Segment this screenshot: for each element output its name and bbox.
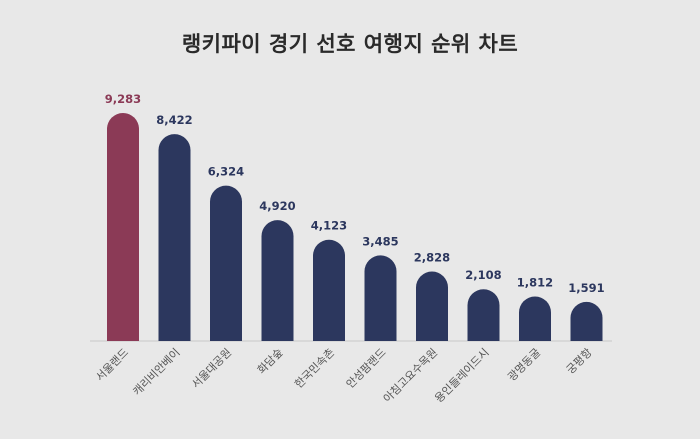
category-label-7: 아침고요수목원 <box>381 346 440 405</box>
value-labels-group: 9,283 8,422 6,324 4,920 4,123 3,485 2,828 2,108… <box>105 92 605 295</box>
bars-group <box>107 113 603 341</box>
bar-8 <box>467 289 500 341</box>
bar-6 <box>364 255 397 341</box>
value-label-3: 6,324 <box>208 165 244 179</box>
category-label-3: 서울대공원 <box>189 346 234 391</box>
category-label-5: 한국민속촌 <box>292 346 337 391</box>
value-label-8: 2,108 <box>465 268 501 282</box>
value-label-4: 4,920 <box>259 199 295 213</box>
category-labels-group: 서울랜드 캐리비안베이 서울대공원 화담숲 한국민속촌 안성팜랜드아침고요수목원용인들레이… <box>93 346 594 405</box>
value-label-9: 1,812 <box>517 275 553 289</box>
bar-10 <box>570 301 603 341</box>
value-label-1: 9,283 <box>105 92 141 106</box>
bar-3 <box>210 185 242 341</box>
bar-7 <box>416 271 448 341</box>
category-label-1: 서울랜드 <box>93 346 131 384</box>
value-label-6: 3,485 <box>362 234 398 248</box>
category-label-6: 안성팜랜드 <box>344 346 389 391</box>
bar-2 <box>158 134 191 341</box>
value-label-7: 2,828 <box>414 251 450 265</box>
bar-1 <box>107 113 139 341</box>
value-label-5: 4,123 <box>311 219 347 233</box>
chart-title: 랭키파이 경기 선호 여행지 순위 차트 <box>181 32 519 56</box>
category-label-2: 캐리비안베이 <box>130 346 182 398</box>
bar-9 <box>519 296 551 341</box>
category-label-10: 궁평항 <box>564 346 595 377</box>
category-label-8: 용인들레이드시 <box>432 346 491 405</box>
category-label-9: 광명동굴 <box>505 346 543 384</box>
bar-4 <box>261 220 294 341</box>
value-label-10: 1,591 <box>568 281 604 295</box>
bar-5 <box>313 239 345 341</box>
category-label-4: 화담숲 <box>255 346 286 377</box>
value-label-2: 8,422 <box>156 113 192 127</box>
